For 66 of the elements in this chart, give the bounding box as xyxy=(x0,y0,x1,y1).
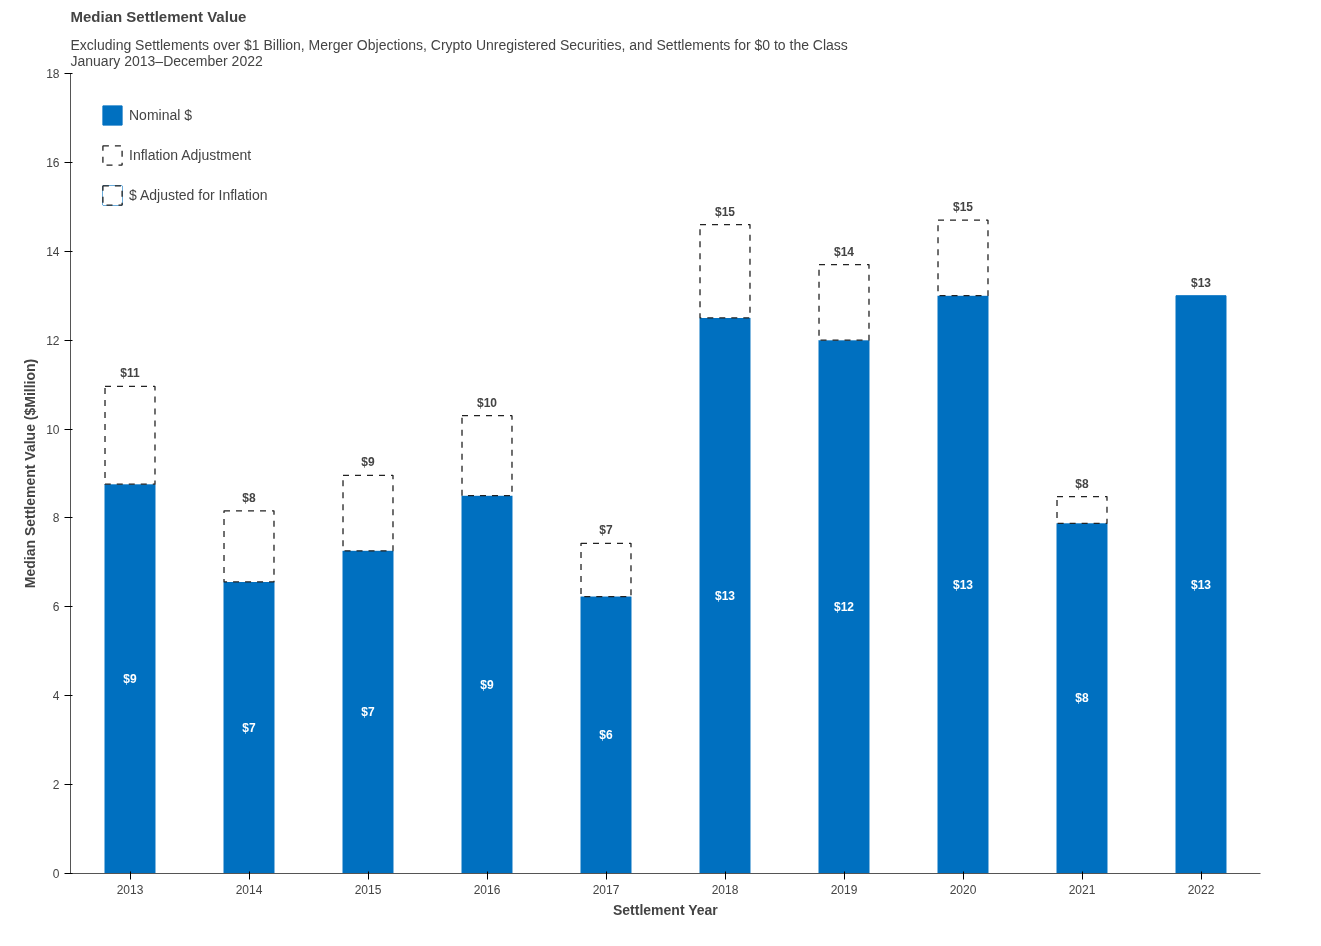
data-label: $12 xyxy=(833,599,855,614)
total-label: $9 xyxy=(361,455,375,470)
bar xyxy=(699,317,751,874)
legend-label: Nominal $ xyxy=(129,107,193,123)
data-label: $8 xyxy=(1075,691,1089,706)
total-label: $8 xyxy=(1075,476,1089,491)
y-tick-label: 6 xyxy=(52,600,60,615)
bar xyxy=(818,339,870,874)
y-tick-label: 12 xyxy=(46,333,60,348)
total-label: $8 xyxy=(242,490,256,505)
x-tick-label: 2019 xyxy=(830,882,858,897)
y-axis-title: Median Settlement Value ($Million) xyxy=(22,358,39,589)
bar xyxy=(342,550,394,874)
y-tick-label: 18 xyxy=(46,67,60,81)
data-label: $13 xyxy=(714,588,736,603)
x-tick-label: 2015 xyxy=(354,882,382,897)
annotation: $ Adjusted for Inflation xyxy=(129,187,268,203)
total-label: $14 xyxy=(833,244,855,259)
y-tick-label: 8 xyxy=(52,511,60,526)
bar xyxy=(937,219,989,297)
data-label: $7 xyxy=(242,720,256,735)
x-tick-label: 2013 xyxy=(116,882,144,897)
data-label: $13 xyxy=(1190,577,1212,592)
bar xyxy=(699,223,751,319)
x-tick-label: 2022 xyxy=(1187,882,1215,897)
total-label: $11 xyxy=(120,366,141,381)
total-label: $7 xyxy=(599,523,613,538)
bar xyxy=(1056,522,1108,874)
bar xyxy=(104,385,156,485)
chart-subtitle: Excluding Settlements over $1 Billion, Merger Objections, Crypto Unregistered Securities, and Settlements for $0 to the Class January 2013–December 2022 xyxy=(70,36,848,69)
bar xyxy=(580,542,632,598)
y-tick-label: 10 xyxy=(46,422,60,437)
legend-label: Inflation Adjustment xyxy=(129,147,252,163)
bar xyxy=(223,581,275,874)
data-label: $13 xyxy=(952,577,974,592)
bar xyxy=(580,596,632,874)
total-label: $13 xyxy=(1190,275,1212,290)
x-tick-label: 2016 xyxy=(473,882,501,897)
x-tick-label: 2014 xyxy=(235,882,263,897)
data-label: $9 xyxy=(123,671,137,686)
bar xyxy=(818,263,870,341)
bar xyxy=(937,295,989,874)
total-label: $15 xyxy=(714,204,736,219)
data-label: $9 xyxy=(480,677,494,692)
y-tick-label: 0 xyxy=(52,867,60,881)
y-tick-label: 14 xyxy=(46,244,60,259)
bar xyxy=(461,495,513,874)
bar xyxy=(104,483,156,874)
bar xyxy=(223,510,275,583)
bar xyxy=(1056,495,1108,524)
bar xyxy=(461,415,513,497)
x-tick-label: 2017 xyxy=(592,882,620,897)
x-tick-label: 2018 xyxy=(711,882,739,897)
total-label: $15 xyxy=(952,200,974,215)
data-label: $7 xyxy=(361,705,375,720)
x-tick-label: 2021 xyxy=(1068,882,1096,897)
total-label: $10 xyxy=(476,395,498,410)
y-tick-label: 2 xyxy=(52,778,60,793)
bar xyxy=(342,474,394,552)
x-tick-label: 2020 xyxy=(949,882,977,897)
data-label: $6 xyxy=(599,728,613,743)
y-tick-label: 4 xyxy=(52,689,60,704)
bar xyxy=(1175,295,1227,874)
y-tick-label: 16 xyxy=(46,155,60,170)
x-axis-title: Settlement Year xyxy=(612,901,719,918)
chart-title: Median Settlement Value xyxy=(70,7,247,25)
